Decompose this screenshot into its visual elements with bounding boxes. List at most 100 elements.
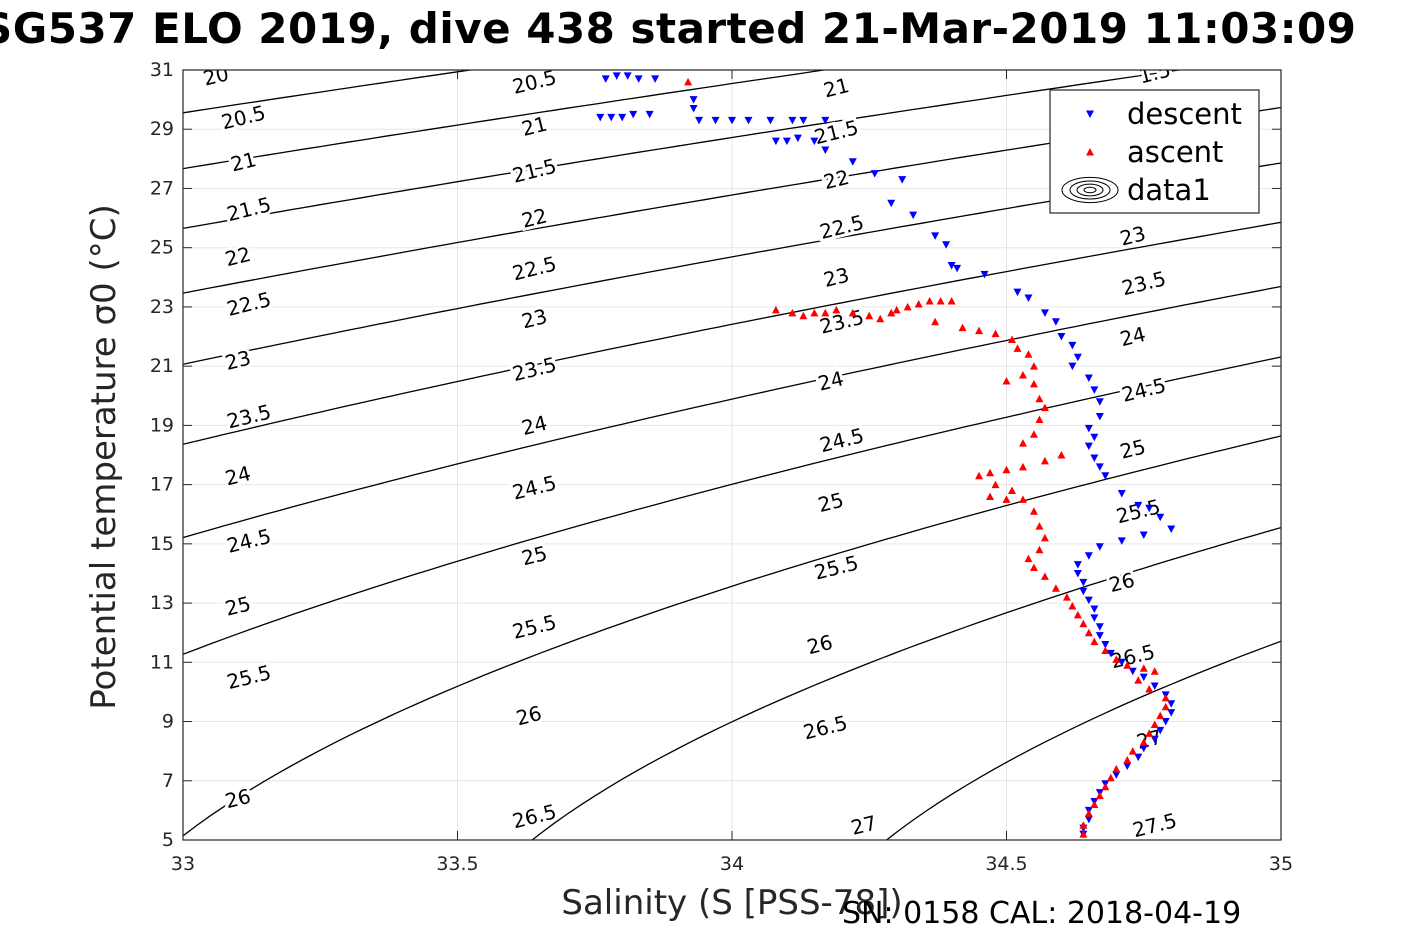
descent-point [612, 72, 621, 80]
ascent-point [1062, 593, 1071, 601]
descent-point [1079, 578, 1088, 587]
descent-point [909, 211, 918, 220]
x-tick-label: 33 [171, 853, 195, 875]
descent-point [947, 261, 956, 270]
ascent-point [1040, 403, 1049, 412]
ascent-point [1145, 684, 1154, 693]
ascent-point [1051, 584, 1060, 592]
descent-point [1101, 641, 1110, 649]
descent-point [1095, 632, 1104, 640]
descent-point [953, 264, 962, 273]
ascent-point [925, 297, 934, 305]
y-tick-label: 23 [150, 296, 174, 318]
legend-box [1049, 89, 1260, 214]
descent-point [695, 116, 704, 125]
ascent-point [1029, 430, 1038, 438]
y-tick-label: 27 [150, 177, 174, 199]
ascent-point [1112, 764, 1121, 773]
ascent-point [931, 317, 940, 326]
x-tick-label: 34 [720, 853, 744, 875]
descent-point [821, 146, 830, 154]
descent-point [1084, 424, 1093, 433]
descent-point [1134, 501, 1143, 510]
ascent-point [1018, 495, 1027, 503]
ascent-point [1095, 791, 1104, 800]
y-tick-label: 11 [150, 651, 174, 673]
descent-point [1128, 667, 1137, 676]
descent-point [1073, 569, 1082, 578]
ascent-point [1123, 756, 1132, 764]
ascent-point [1106, 773, 1115, 782]
descent-point [980, 270, 989, 279]
y-tick-label: 25 [150, 237, 174, 259]
ascent-point [1013, 344, 1022, 352]
ascent-series [684, 77, 1170, 838]
ascent-point [1035, 522, 1044, 530]
descent-point [788, 116, 797, 125]
descent-point [1156, 726, 1165, 735]
descent-point [1123, 762, 1132, 770]
x-axis-label: Salinity (S [PSS-78]) [561, 883, 902, 923]
contour-line [183, 0, 1281, 60]
ascent-point [1112, 655, 1121, 663]
ascent-point [1024, 554, 1033, 563]
ascent-point [1101, 782, 1110, 791]
contour-line [183, 70, 1184, 230]
descent-point [1117, 537, 1126, 545]
descent-point [1156, 513, 1165, 522]
ascent-point [1007, 486, 1016, 495]
ascent-point [1002, 376, 1011, 385]
descent-point [651, 75, 660, 83]
descent-point [1145, 504, 1154, 513]
ascent-point [771, 305, 780, 314]
descent-point [618, 113, 627, 122]
ascent-point [684, 77, 693, 86]
contour-line [183, 0, 1281, 10]
legend-contour-icon [1083, 186, 1097, 194]
ascent-point [1139, 738, 1148, 746]
ascent-point [1018, 371, 1027, 379]
descent-point [1139, 744, 1148, 753]
legend-label-descent: descent [1127, 97, 1242, 131]
y-tick-label: 17 [150, 474, 174, 496]
descent-point [1057, 333, 1066, 341]
ascent-point [1084, 809, 1093, 817]
ascent-point [1145, 729, 1154, 737]
descent-point [1167, 525, 1176, 534]
ascent-point [1002, 465, 1011, 474]
descent-point [766, 116, 775, 125]
descent-point [744, 116, 753, 125]
ascent-point [1040, 572, 1049, 580]
ascent-point [1007, 335, 1016, 343]
y-tick-label: 31 [150, 59, 174, 81]
descent-point [1095, 398, 1104, 406]
x-tick-label: 35 [1269, 853, 1293, 875]
y-axis-label: Potential temperature σ0 (°C) [84, 204, 124, 710]
ascent-point [1040, 456, 1049, 465]
ascent-point [821, 308, 830, 317]
footer-caption: SN: 0158 CAL: 2018-04-19 [842, 896, 1242, 931]
descent-point [898, 176, 907, 184]
ascent-point [1040, 533, 1049, 542]
descent-point [1134, 753, 1143, 762]
ascent-point [1156, 711, 1165, 720]
descent-point [1084, 552, 1093, 560]
descent-point [1095, 623, 1104, 631]
y-tick-label: 15 [150, 533, 174, 555]
y-tick-label: 9 [162, 711, 174, 733]
contour-line [183, 70, 829, 170]
descent-point [1167, 709, 1176, 717]
ascent-point [975, 471, 984, 480]
descent-point [1084, 815, 1093, 824]
descent-point [689, 105, 698, 113]
descent-point [1084, 596, 1093, 605]
ascent-point [1002, 495, 1011, 503]
ascent-point [1161, 702, 1170, 711]
ascent-point [865, 311, 874, 320]
descent-point [1090, 614, 1099, 622]
ascent-point [1073, 610, 1082, 619]
ascent-point [1150, 667, 1159, 675]
x-axis: 33 33.5 34 34.5 35 [171, 70, 1293, 875]
ascent-point [991, 329, 1000, 338]
descent-point [771, 137, 780, 146]
